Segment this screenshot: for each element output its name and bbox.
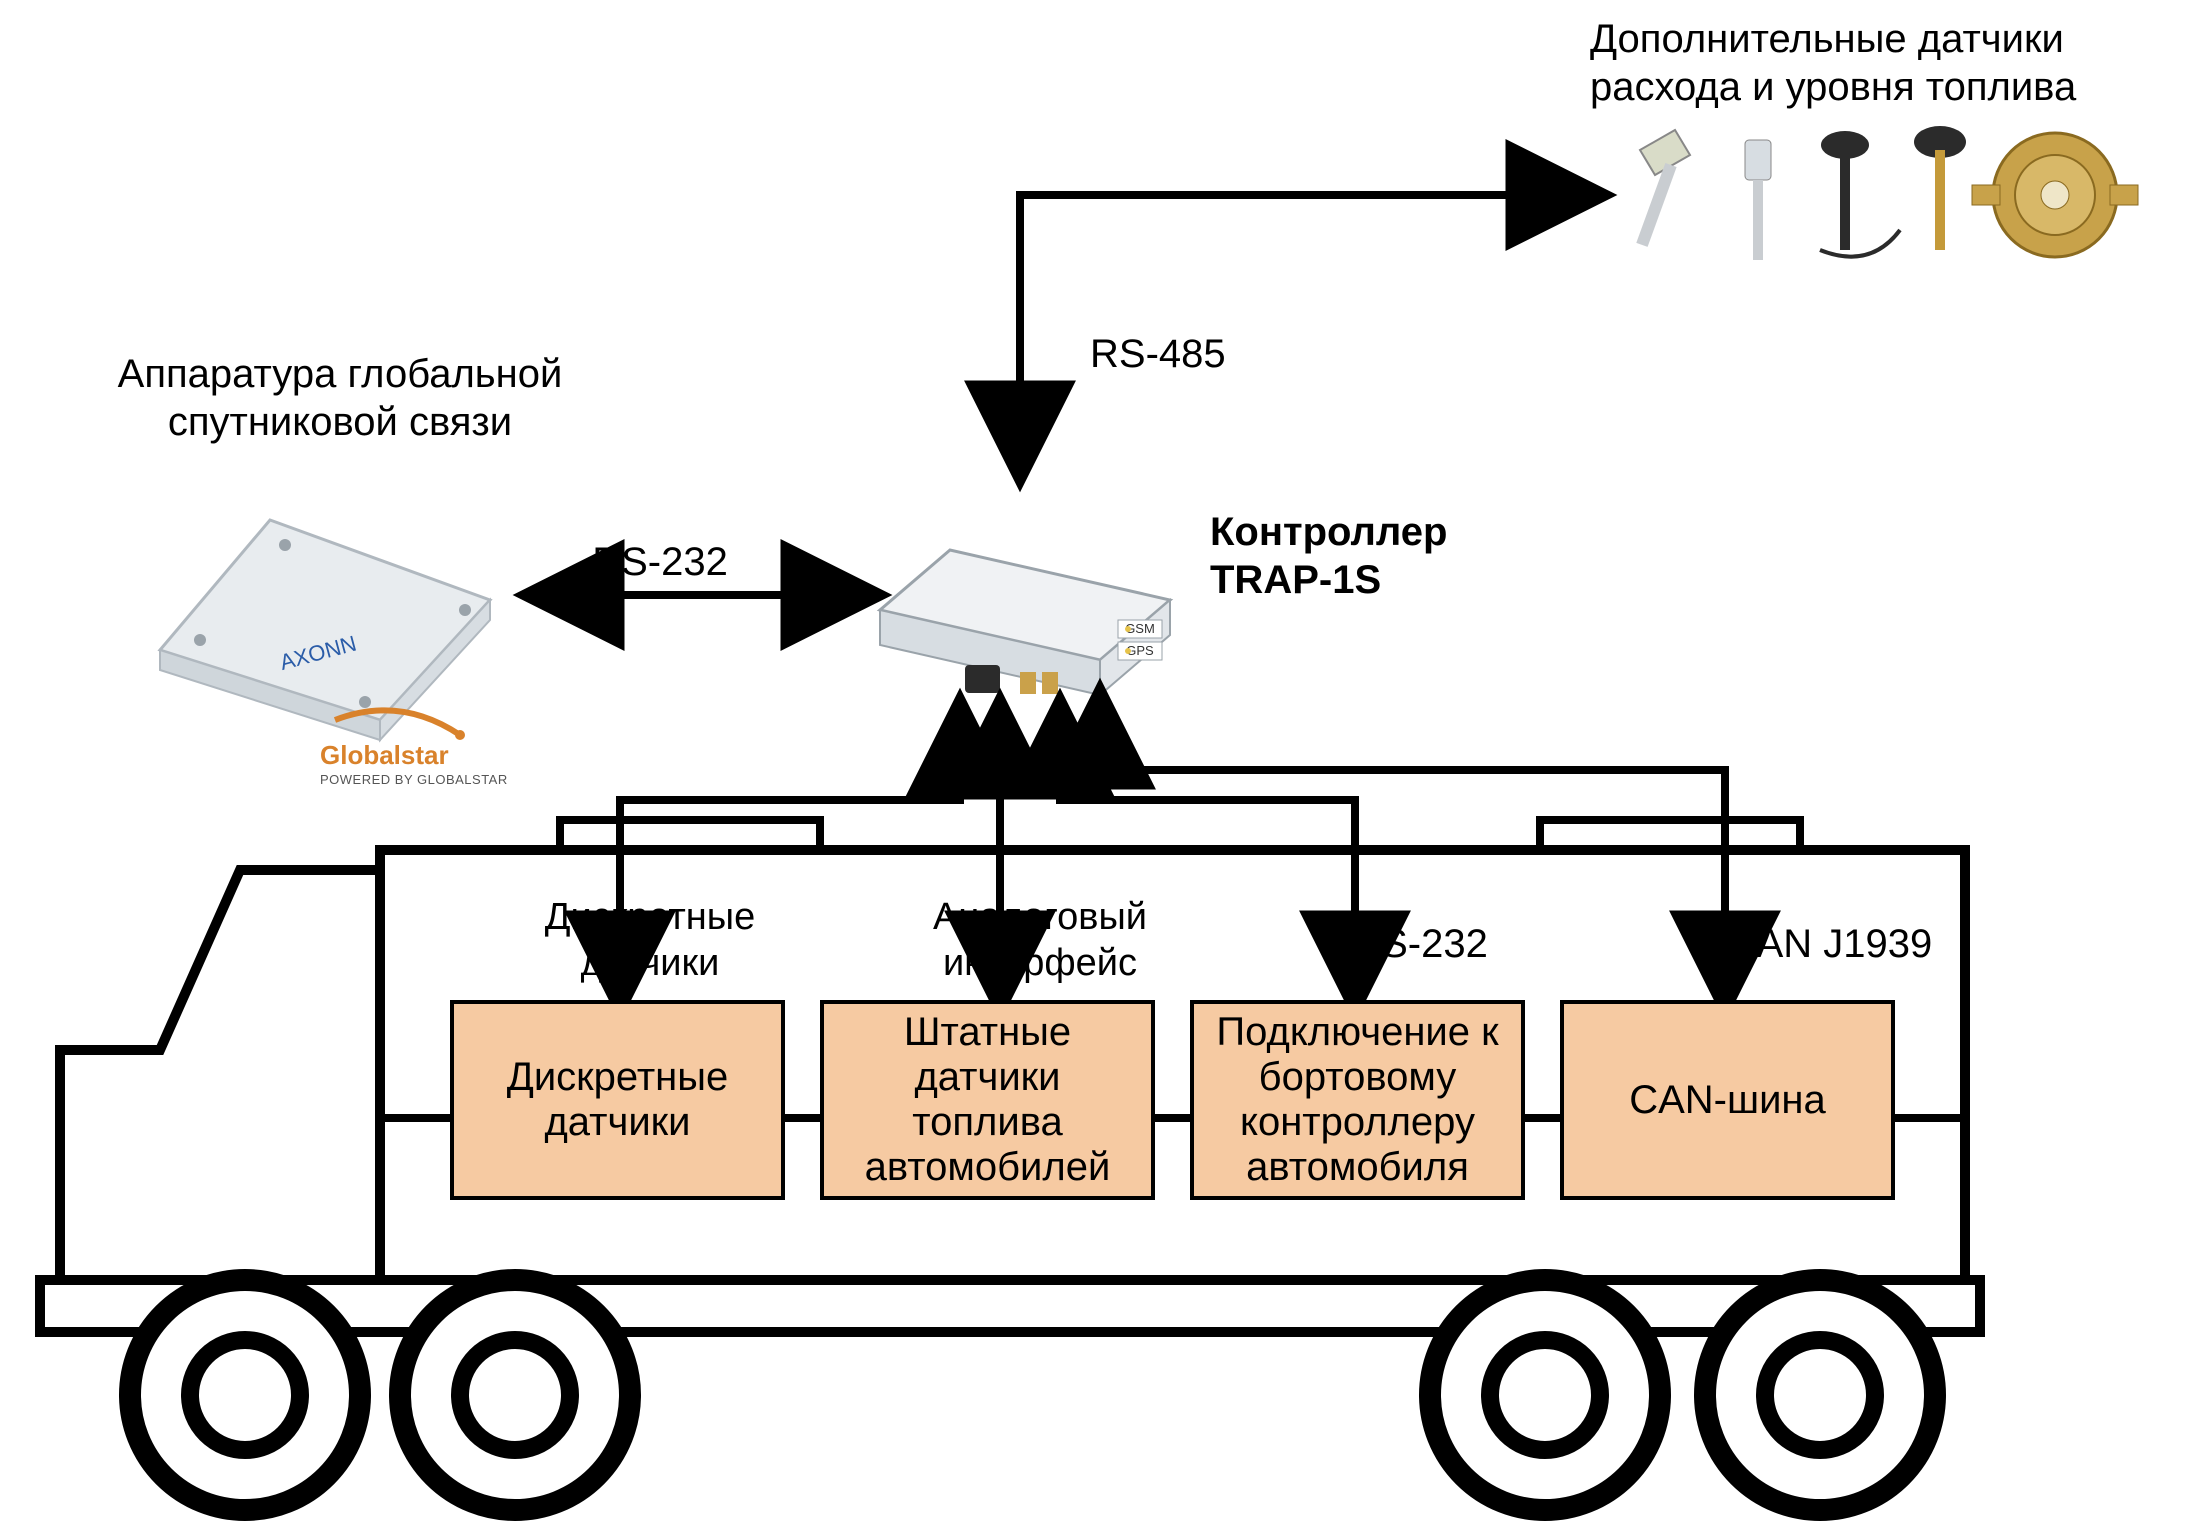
box-onboard-controller: Подключение к бортовому контроллеру авто…	[1190, 1000, 1525, 1200]
globalstar-sub: POWERED BY GLOBALSTAR	[320, 772, 560, 788]
svg-text:AXONN: AXONN	[277, 631, 359, 675]
svg-text:GPS: GPS	[1126, 643, 1154, 658]
svg-text:GSM: GSM	[1125, 621, 1155, 636]
box-can-bus: CAN-шина	[1560, 1000, 1895, 1200]
box-onboard-controller-text: Подключение к бортовому контроллеру авто…	[1204, 1010, 1511, 1190]
box-fuel-sensors: Штатные датчики топлива автомобилей	[820, 1000, 1155, 1200]
label-controller: Контроллер TRAP-1S	[1210, 508, 1510, 604]
wheel	[130, 1280, 360, 1510]
box-fuel-sensors-text: Штатные датчики топлива автомобилей	[834, 1010, 1141, 1190]
label-satellite-equipment: Аппаратура глобальной спутниковой связи	[80, 350, 600, 446]
diagram-canvas: AXONN GSM GPS	[0, 0, 2204, 1538]
label-analog-interface: Аналоговый интерфейс	[890, 895, 1190, 986]
globalstar-brand: Globalstar	[320, 740, 520, 771]
arrows	[535, 195, 1725, 1000]
controller-device-icon: GSM GPS	[880, 550, 1170, 695]
wheel	[1705, 1280, 1935, 1510]
label-rs232-right: RS-232	[1320, 920, 1520, 968]
wheel	[400, 1280, 630, 1510]
satellite-device-icon: AXONN	[160, 520, 490, 740]
label-rs485: RS-485	[1090, 330, 1290, 378]
globalstar-logo-icon	[335, 710, 465, 740]
label-can-j1939: CAN J1939	[1700, 920, 1960, 968]
fuel-sensor-icons	[1636, 126, 2138, 260]
box-can-bus-text: CAN-шина	[1629, 1078, 1826, 1123]
box-discrete-sensors-text: Дискретные датчики	[464, 1055, 771, 1145]
label-rs232-left: RS-232	[560, 538, 760, 586]
box-discrete-sensors: Дискретные датчики	[450, 1000, 785, 1200]
label-discrete-interface: Дискретные датчики	[500, 895, 800, 986]
label-additional-sensors: Дополнительные датчики расхода и уровня …	[1590, 15, 2150, 111]
wheel	[1430, 1280, 1660, 1510]
